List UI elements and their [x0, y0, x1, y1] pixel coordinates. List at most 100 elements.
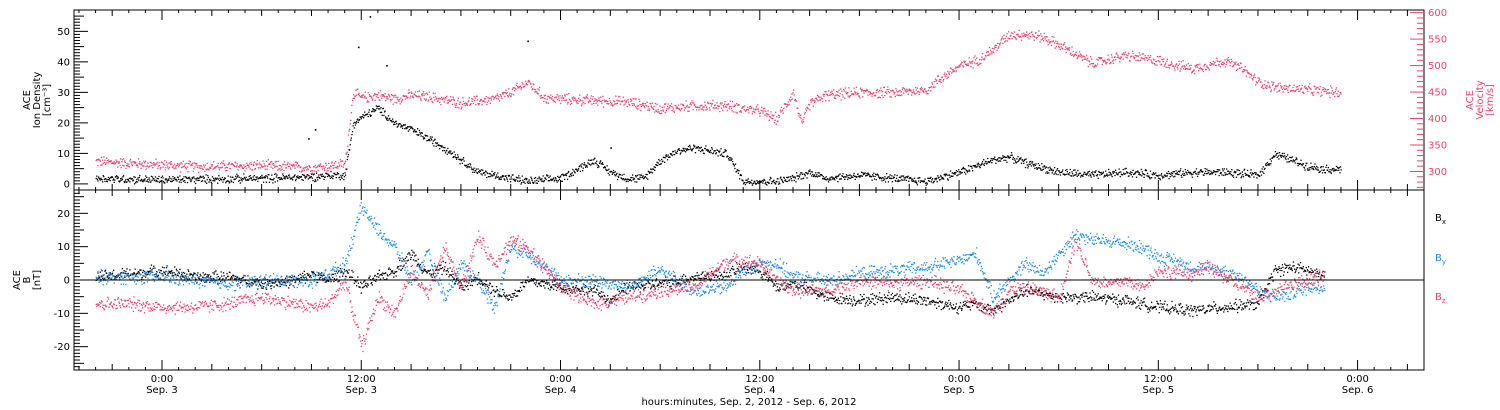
velocity-point [487, 100, 490, 102]
velocity-point [859, 87, 862, 89]
velocity-point [640, 109, 642, 112]
density-point [827, 178, 829, 180]
density-point [498, 177, 501, 179]
density-point [99, 178, 101, 180]
bx-point [223, 275, 225, 277]
velocity-point [580, 104, 583, 107]
bx-point [285, 277, 287, 279]
velocity-point [881, 94, 883, 97]
velocity-point [462, 100, 465, 103]
bx-point [140, 278, 143, 280]
velocity-point [1148, 58, 1150, 60]
velocity-point [105, 162, 107, 164]
density-point [602, 163, 604, 166]
velocity-point [1232, 64, 1235, 66]
bx-point [229, 278, 232, 280]
velocity-point [229, 167, 232, 170]
velocity-point [939, 80, 941, 83]
velocity-point [343, 164, 345, 166]
density-point [1051, 168, 1053, 170]
density-point [459, 163, 461, 165]
bx-point [107, 277, 110, 279]
density-point [822, 178, 824, 180]
density-point [419, 133, 422, 135]
density-point [889, 174, 891, 176]
density-point [983, 164, 985, 167]
bx-point [403, 258, 405, 261]
bx-point [99, 271, 101, 273]
density-point [924, 178, 926, 180]
velocity-point [473, 95, 475, 98]
density-point [875, 179, 877, 181]
density-point [1124, 173, 1127, 175]
velocity-point [768, 113, 770, 116]
density-point [840, 178, 842, 180]
density-point [737, 169, 739, 171]
density-point [856, 176, 858, 178]
velocity-point [862, 96, 864, 98]
velocity-point [204, 170, 206, 173]
density-point [616, 172, 618, 175]
bx-point [217, 275, 219, 278]
density-point [111, 176, 113, 178]
velocity-point [634, 98, 636, 100]
velocity-point [210, 164, 212, 166]
density-point [1105, 170, 1107, 172]
density-point [695, 147, 697, 149]
density-point [1029, 163, 1031, 165]
density-point [1114, 169, 1117, 171]
density-point [1287, 154, 1289, 156]
velocity-point [1034, 36, 1036, 38]
density-point [1336, 169, 1338, 171]
velocity-point [603, 99, 605, 101]
density-point [692, 147, 694, 150]
velocity-point [1332, 93, 1334, 95]
velocity-point [122, 158, 125, 160]
bx-point [171, 272, 174, 274]
velocity-point [1321, 89, 1324, 91]
density-point [342, 174, 344, 177]
velocity-point [759, 115, 761, 117]
velocity-point [496, 97, 498, 100]
bx-point [284, 281, 286, 284]
velocity-point [1132, 56, 1135, 58]
density-point [577, 168, 580, 170]
velocity-point [549, 97, 551, 99]
velocity-point [748, 107, 751, 109]
density-point [1338, 167, 1341, 169]
bx-point [195, 278, 197, 281]
velocity-point [497, 94, 499, 97]
density-point [1241, 171, 1243, 173]
bx-point [136, 272, 139, 274]
velocity-point [162, 166, 164, 168]
density-point [1178, 173, 1180, 176]
density-point [1263, 172, 1265, 174]
density-point [694, 145, 696, 147]
density-point [424, 134, 426, 136]
density-point [688, 144, 691, 147]
velocity-point [507, 95, 509, 97]
velocity-point [962, 66, 965, 68]
velocity-point [655, 109, 657, 111]
velocity-point [540, 94, 543, 97]
density-point [1199, 171, 1201, 173]
bx-point [167, 274, 169, 276]
velocity-point [833, 97, 835, 99]
velocity-point [845, 91, 847, 93]
velocity-point [945, 73, 948, 75]
density-point [1021, 159, 1024, 161]
velocity-point [644, 106, 646, 109]
density-point [557, 175, 559, 178]
velocity-point [277, 160, 279, 162]
density-point [1295, 157, 1298, 159]
density-point [967, 170, 969, 173]
density-point [1206, 172, 1209, 175]
density-point [565, 174, 568, 177]
density-point [1292, 161, 1294, 163]
velocity-point [821, 98, 823, 100]
density-point [364, 111, 366, 113]
bx-point [337, 281, 339, 283]
density-point [1315, 168, 1317, 170]
density-point [874, 173, 877, 175]
velocity-point [263, 163, 265, 165]
